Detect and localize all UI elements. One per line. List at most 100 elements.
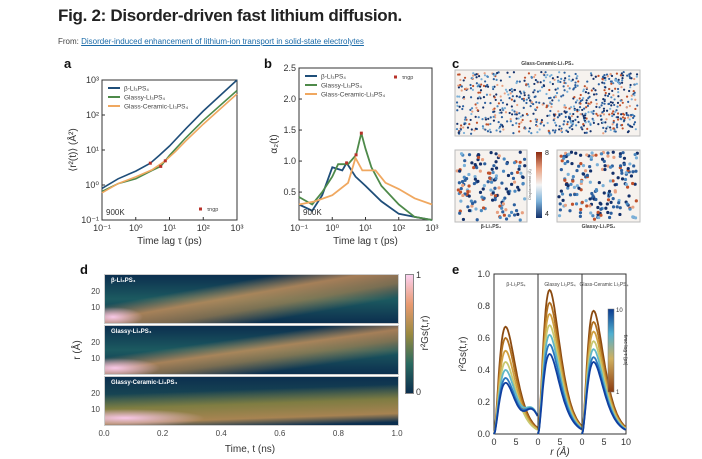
panel-e-colorbar xyxy=(607,308,615,393)
panel-b-series-line-2 xyxy=(298,155,433,206)
panel-c-ion-dot xyxy=(503,107,507,110)
panel-c-ion-dot xyxy=(608,92,611,96)
panel-c-ion-dot xyxy=(573,95,576,99)
panel-c-ion-dot xyxy=(603,102,606,105)
panel-e-subplot-title: Glass-Ceramic Li₃PS₄ xyxy=(579,282,628,288)
panel-c-ion-dot xyxy=(492,115,495,118)
panel-c-ion-dot xyxy=(558,114,561,117)
panel-c-ion-dot xyxy=(614,130,617,133)
panel-c-ion-dot xyxy=(525,83,528,86)
panel-c-ion-dot xyxy=(611,101,614,104)
panel-c-ion-dot xyxy=(577,164,581,168)
panel-c-ion-dot xyxy=(467,184,471,188)
panel-c-ion-dot xyxy=(595,163,599,167)
panel-c-ion-dot xyxy=(473,200,477,204)
panel-c-ion-dot xyxy=(590,74,593,77)
heatmap-beta-label: β-Li₃PS₄ xyxy=(111,278,136,284)
panel-c-ion-dot xyxy=(522,157,527,161)
panel-c-ion-dot xyxy=(535,120,538,124)
panel-c-ion-dot xyxy=(579,179,584,184)
panel-c-ion-dot xyxy=(525,101,528,105)
panel-c-ion-dot xyxy=(604,206,608,210)
panel-c-ion-dot xyxy=(513,100,516,103)
panel-c-ion-dot xyxy=(626,123,630,126)
panel-c-ion-dot xyxy=(472,166,476,170)
panel-c-ion-dot xyxy=(529,105,532,108)
panel-c-ion-dot xyxy=(512,161,517,165)
panel-label-d: d xyxy=(80,262,88,277)
panel-c-ion-dot xyxy=(627,100,630,103)
panel-c-ion-dot xyxy=(563,178,567,182)
panel-c-ion-dot xyxy=(627,194,631,198)
panel-b-tau-marker xyxy=(354,153,358,157)
panel-c-ion-dot xyxy=(628,104,631,108)
panel-c-ion-dot xyxy=(492,164,496,168)
panel-c-ion-dot xyxy=(521,118,524,122)
panel-c-ion-dot xyxy=(568,193,573,197)
panel-c-ion-dot xyxy=(507,93,510,96)
panel-c-ion-dot xyxy=(576,115,579,118)
panel-c-ion-dot xyxy=(606,94,610,98)
panel-c-ion-dot xyxy=(585,99,588,102)
panel-c-ion-dot xyxy=(576,84,579,87)
panel-c-ion-dot xyxy=(536,106,539,109)
panel-e-cbar-label: time lag τ (ps) xyxy=(622,335,628,366)
panel-c-ion-dot xyxy=(523,197,527,201)
panel-c-ion-dot xyxy=(481,118,484,121)
panel-c-ion-dot xyxy=(514,113,517,116)
panel-c-ion-dot xyxy=(463,159,467,163)
panel-c-ion-dot xyxy=(523,79,526,82)
panel-c-ion-dot xyxy=(547,129,550,132)
panel-c-ion-dot xyxy=(527,83,530,86)
panel-a-series-line-0 xyxy=(101,79,238,190)
panel-c-ion-dot xyxy=(521,97,524,101)
panel-b-legend-label-2: Glass-Ceramic-Li₃PS₄ xyxy=(321,92,386,99)
panel-a-temperature-label: 900K xyxy=(106,208,125,217)
panel-c-ion-dot xyxy=(457,84,460,87)
panel-e-curve xyxy=(581,360,627,435)
panel-c-ion-dot xyxy=(486,180,490,184)
panel-c-ion-dot xyxy=(620,113,623,116)
panel-c-ion-dot xyxy=(604,130,607,133)
panel-c-ion-dot xyxy=(538,128,541,131)
panel-c-ion-dot xyxy=(582,90,585,93)
panel-c-ion-dot xyxy=(613,103,616,107)
panel-c-ion-dot xyxy=(498,111,501,114)
panel-c-ion-dot xyxy=(530,101,534,104)
panel-c-ion-dot xyxy=(568,209,572,213)
panel-c-ion-dot xyxy=(542,124,546,127)
panel-c-ion-dot xyxy=(499,108,502,112)
panel-a-tau-marker xyxy=(159,164,163,168)
panel-c-ion-dot xyxy=(609,211,613,215)
panel-d-y-tick-label: 20 xyxy=(91,287,100,296)
panel-c-ion-dot xyxy=(614,87,617,90)
panel-c-ion-dot xyxy=(559,154,563,158)
panel-c-ion-dot xyxy=(516,103,519,107)
panel-c-ion-dot xyxy=(521,114,524,117)
source-article-link[interactable]: Disorder-induced enhancement of lithium-… xyxy=(81,37,364,46)
panel-c-ion-dot xyxy=(561,198,565,202)
panel-c-ion-dot xyxy=(581,108,584,112)
panel-c-ion-dot xyxy=(495,78,498,82)
panel-c-ion-dot xyxy=(536,80,539,83)
panel-a-y-tick-label: 10³ xyxy=(86,75,99,85)
panel-c-ion-dot xyxy=(579,153,583,157)
panel-c-ion-dot xyxy=(494,176,498,181)
panel-c-ion-dot xyxy=(602,121,605,124)
panel-c-ion-dot xyxy=(620,81,624,84)
panel-c-ion-dot xyxy=(621,74,625,77)
panel-c-ion-dot xyxy=(509,120,512,123)
panel-c-ion-dot xyxy=(463,178,467,182)
panel-c-ion-dot xyxy=(476,155,481,160)
panel-c-ion-dot xyxy=(463,118,467,121)
panel-c-ion-dot xyxy=(610,96,613,99)
panel-c-ion-dot xyxy=(602,191,606,195)
panel-c-ion-dot xyxy=(571,175,575,179)
panel-a-y-tick-label: 10⁻¹ xyxy=(81,215,99,225)
panel-c-ion-dot xyxy=(457,181,461,185)
panel-c-ion-dot xyxy=(482,184,487,188)
panel-c-ion-dot xyxy=(517,117,520,120)
panel-c-ion-dot xyxy=(511,109,514,112)
panel-c-ion-dot xyxy=(584,112,587,115)
panel-e-y-axis-label: r²Gs(t,r) xyxy=(458,337,469,372)
